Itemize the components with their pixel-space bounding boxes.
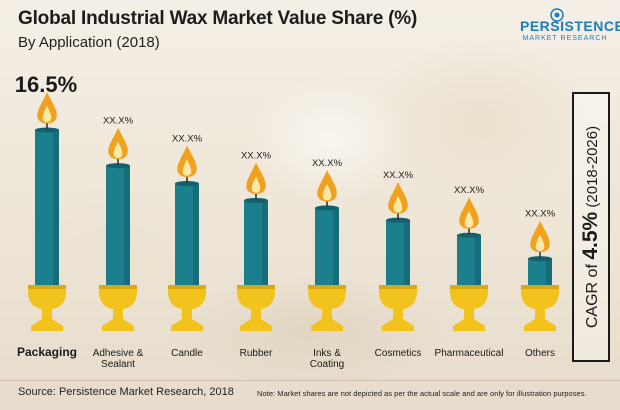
source-text: Source: Persistence Market Research, 201… xyxy=(18,386,234,398)
data-label: XX.X% xyxy=(103,116,134,127)
candle-top xyxy=(106,163,130,169)
candle-bar xyxy=(308,169,346,331)
candle-holder xyxy=(237,285,275,331)
data-label: XX.X% xyxy=(172,134,203,145)
candle-shade xyxy=(404,220,410,285)
candle-bar xyxy=(28,92,66,331)
candle-top xyxy=(315,205,339,211)
logo-main-text: PERSISTENCE xyxy=(520,18,620,34)
flame-inner xyxy=(464,211,474,228)
cagr-box: CAGR of 4.5% (2018-2026) xyxy=(572,92,610,362)
logo-sub-text: MARKET RESEARCH xyxy=(522,35,608,42)
flame-inner xyxy=(182,159,192,176)
flame-inner xyxy=(113,141,123,158)
candle-holder xyxy=(521,285,559,331)
category-label: Others xyxy=(525,348,555,359)
cagr-text: CAGR of 4.5% (2018-2026) xyxy=(579,126,603,328)
category-label: Rubber xyxy=(240,348,273,359)
candle-shade xyxy=(546,258,552,285)
candle-shade xyxy=(333,207,339,285)
candle-top xyxy=(35,127,59,133)
candle-holder-rim xyxy=(99,285,137,289)
candle-shade xyxy=(124,165,130,285)
category-label: Inks & xyxy=(313,348,341,359)
flame-inner xyxy=(322,183,332,201)
candle-holder-rim xyxy=(379,285,417,289)
flame-inner xyxy=(42,106,52,123)
candle-holder-rim xyxy=(28,285,66,289)
candle-shade xyxy=(262,200,268,285)
cagr-prefix: CAGR of xyxy=(584,259,601,329)
flame-inner xyxy=(535,234,545,251)
flame-inner xyxy=(251,176,261,193)
category-label: Packaging xyxy=(17,345,77,359)
category-label: Coating xyxy=(310,359,344,370)
note-text: Note: Market shares are not depicted as … xyxy=(257,389,587,398)
candle-shade xyxy=(193,183,199,285)
candle-holder xyxy=(308,285,346,331)
candle-top xyxy=(175,181,199,187)
candle-top xyxy=(528,256,552,262)
candle-bar xyxy=(450,197,488,331)
candle-bar xyxy=(379,182,417,331)
candle-bar xyxy=(237,162,275,331)
candle-bar xyxy=(99,127,137,331)
data-label: XX.X% xyxy=(241,150,272,161)
cagr-period: (2018-2026) xyxy=(584,125,601,212)
candle-top xyxy=(244,197,268,203)
data-label: XX.X% xyxy=(525,209,556,220)
candle-holder xyxy=(168,285,206,331)
footer-divider xyxy=(0,380,620,381)
candle-holder-rim xyxy=(168,285,206,289)
category-label: Sealant xyxy=(101,359,135,370)
candle-holder xyxy=(450,285,488,331)
cagr-value: 4.5% xyxy=(579,211,602,260)
candle-holder-rim xyxy=(450,285,488,289)
company-logo: PERSISTENCE MARKET RESEARCH xyxy=(520,8,620,42)
candle-shade xyxy=(53,130,59,285)
chart-subtitle: By Application (2018) xyxy=(18,34,160,51)
data-label: XX.X% xyxy=(454,185,485,196)
flame-inner xyxy=(393,196,403,213)
candle-holder xyxy=(99,285,137,331)
data-label: 16.5% xyxy=(15,72,77,97)
candle-shade xyxy=(475,235,481,285)
category-label: Pharmaceutical xyxy=(435,348,504,359)
candle-bar xyxy=(168,145,206,331)
data-label: XX.X% xyxy=(383,170,414,181)
logo-mark-icon xyxy=(550,8,564,22)
candle-holder-rim xyxy=(521,285,559,289)
data-label: XX.X% xyxy=(312,158,343,169)
chart-title: Global Industrial Wax Market Value Share… xyxy=(18,8,418,29)
candle-holder xyxy=(379,285,417,331)
candle-top xyxy=(386,217,410,223)
candle-holder-rim xyxy=(237,285,275,289)
category-label: Adhesive & xyxy=(93,348,144,359)
candle-top xyxy=(457,232,481,238)
candle-bar xyxy=(521,220,559,331)
candle-holder xyxy=(28,285,66,331)
category-label: Cosmetics xyxy=(375,348,422,359)
candle-holder-rim xyxy=(308,285,346,289)
category-label: Candle xyxy=(171,348,203,359)
